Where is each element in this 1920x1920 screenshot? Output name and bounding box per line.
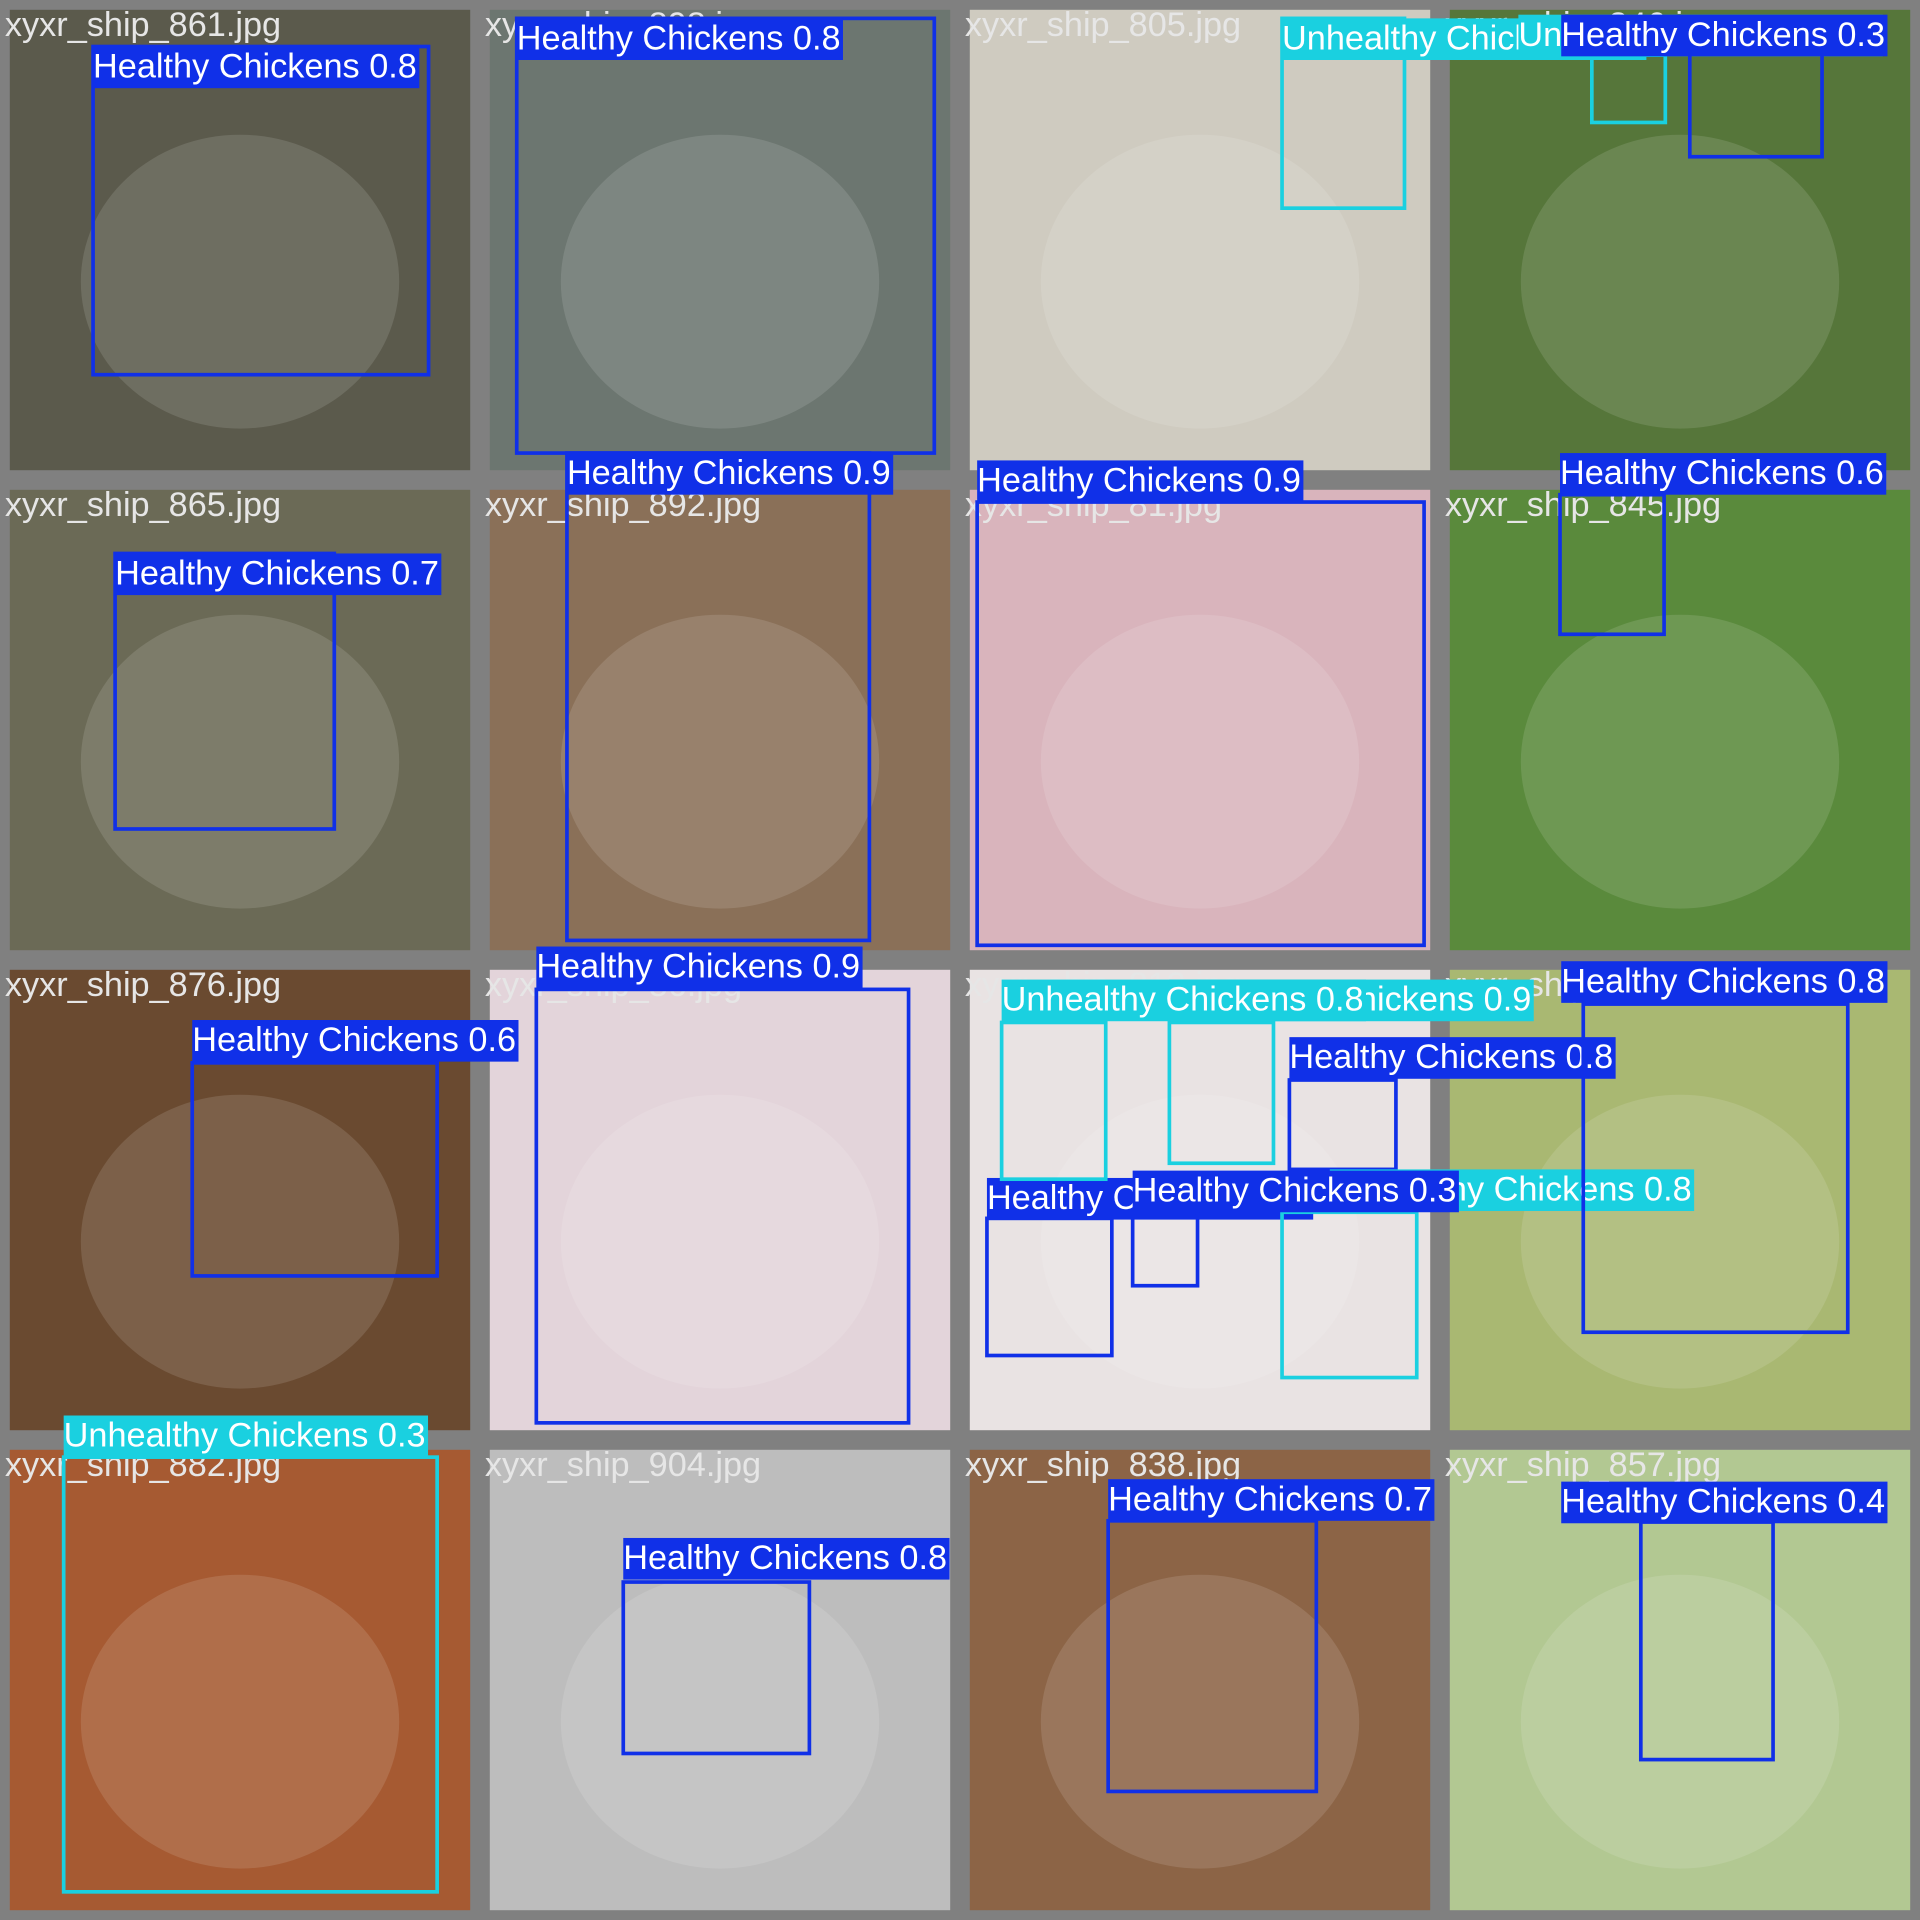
detection-label: Healthy Chickens 0.8 bbox=[623, 1537, 950, 1580]
label-background bbox=[1560, 453, 1887, 495]
label-text: Healthy Chickens 0.8 bbox=[93, 48, 417, 86]
tile-filename: xyxr_ship_865.jpg bbox=[5, 486, 281, 524]
bounding-box bbox=[999, 1020, 1108, 1182]
tile-image bbox=[1449, 9, 1911, 471]
bounding-box bbox=[621, 1580, 812, 1756]
detection-label: Healthy Chickens 0.4 bbox=[1561, 1481, 1888, 1524]
label-text: Unhealthy Chickens 0.3 bbox=[64, 1417, 426, 1455]
tile-subject bbox=[560, 1574, 880, 1869]
tile-filename: xyxr_ship_861.jpg bbox=[5, 6, 281, 44]
label-background bbox=[1561, 1481, 1888, 1524]
label-text: Healthy Chickens 0.9 bbox=[977, 462, 1301, 500]
detection-label: Unhealthy Chickens 0.3 bbox=[63, 1415, 429, 1458]
tile-subject bbox=[80, 614, 400, 909]
tile-filename: xyxr_ship_857.jpg bbox=[1445, 1446, 1721, 1484]
tile-image bbox=[1449, 1449, 1911, 1911]
tile-subject bbox=[80, 1574, 400, 1869]
label-background bbox=[63, 1415, 429, 1458]
tile-image bbox=[1449, 489, 1911, 951]
label-background bbox=[977, 460, 1304, 503]
tile-subject bbox=[80, 134, 400, 429]
label-background bbox=[516, 18, 843, 60]
tile-image bbox=[489, 969, 951, 1431]
label-background bbox=[1108, 1479, 1435, 1521]
detection-label: Healthy Chickens 0.3 bbox=[1132, 1170, 1459, 1213]
label-background bbox=[623, 1537, 950, 1580]
label-text: Healthy Chickens 0.4 bbox=[1561, 1483, 1885, 1521]
label-background bbox=[1561, 14, 1888, 57]
tile-image bbox=[969, 489, 1431, 951]
tile-subject bbox=[560, 614, 880, 909]
label-text: Healthy Chickens 0.7 bbox=[115, 555, 439, 593]
tile-image bbox=[489, 1449, 951, 1911]
tile-filename: xyxr_ship_805.jpg bbox=[965, 6, 1241, 44]
tile-subject bbox=[560, 134, 880, 429]
label-background bbox=[1561, 961, 1888, 1003]
label-background bbox=[566, 453, 894, 495]
label-background bbox=[1001, 979, 1366, 1022]
detection-label: Healthy Chickens 0.7 bbox=[1108, 1479, 1435, 1521]
detection-label: Healthy Chickens 0.9 bbox=[536, 946, 863, 989]
bounding-box bbox=[113, 551, 337, 831]
bounding-box bbox=[534, 987, 911, 1425]
detection-label: Healthy Chickens 0.8 bbox=[93, 46, 420, 89]
label-background bbox=[192, 1020, 519, 1062]
bounding-box bbox=[1287, 1078, 1398, 1172]
label-text: Healthy Chickens 0.6 bbox=[1560, 454, 1884, 492]
bounding-box bbox=[1581, 1002, 1850, 1335]
label-background bbox=[536, 946, 863, 989]
tile-subject bbox=[1040, 1094, 1360, 1389]
label-text: Unhealthy Chickens 0.8 bbox=[1002, 981, 1364, 1019]
tile-image bbox=[969, 9, 1431, 471]
detection-label: Healthy Chickens 0.6 bbox=[1560, 453, 1887, 495]
tile-subject bbox=[560, 1094, 880, 1389]
detection-label: Healthy Chickens 0.7 bbox=[115, 553, 442, 596]
detection-label: Unhealthy Chickens 0.8 bbox=[1001, 979, 1366, 1022]
label-text: Healthy Chickens 0.8 bbox=[1561, 962, 1885, 1000]
tile-filename: xyxr_ship_838.jpg bbox=[965, 1446, 1241, 1484]
detection-label: Healthy Chickens 0.3 bbox=[1561, 14, 1888, 57]
bounding-box bbox=[190, 1061, 439, 1278]
bounding-box bbox=[1167, 1020, 1276, 1166]
label-text: Healthy Chickens 0.9 bbox=[536, 948, 860, 986]
tile-filename: xyxr_ship_876.jpg bbox=[5, 966, 281, 1004]
detection-label: Healthy Chickens 0.6 bbox=[192, 1020, 519, 1062]
label-text: Healthy Chickens 0.6 bbox=[192, 1021, 516, 1059]
label-background bbox=[115, 553, 442, 596]
tile-image bbox=[9, 1449, 471, 1911]
tile-subject bbox=[1040, 614, 1360, 909]
tile-subject bbox=[1040, 1574, 1360, 1869]
label-text: Healthy Chickens 0.8 bbox=[1289, 1038, 1613, 1076]
label-text: Healthy Chickens 0.3 bbox=[1561, 16, 1885, 54]
label-text: Healthy Chickens 0.7 bbox=[1108, 1480, 1432, 1518]
tile-image bbox=[969, 1449, 1431, 1911]
label-text: Healthy Chickens 0.9 bbox=[567, 454, 891, 492]
detection-label: Healthy Chickens 0.8 bbox=[516, 18, 843, 60]
detection-label: Healthy Chickens 0.8 bbox=[1289, 1037, 1616, 1079]
label-text: Healthy Chickens 0.3 bbox=[1133, 1172, 1457, 1210]
label-background bbox=[93, 46, 420, 89]
label-background bbox=[1132, 1170, 1459, 1213]
tile-subject bbox=[1040, 134, 1360, 429]
label-text: Healthy Chickens 0.8 bbox=[623, 1539, 947, 1577]
detection-label: Healthy Chickens 0.9 bbox=[566, 453, 894, 495]
tile-image bbox=[489, 9, 951, 471]
tile-filename: xyxr_ship_904.jpg bbox=[485, 1446, 761, 1484]
tile-subject bbox=[1520, 614, 1840, 909]
tile-subject bbox=[1520, 1094, 1840, 1389]
tile-subject bbox=[80, 1094, 400, 1389]
label-text: Healthy Chickens 0.8 bbox=[517, 19, 841, 57]
tile-subject bbox=[1520, 134, 1840, 429]
detection-label: Healthy Chickens 0.8 bbox=[1561, 961, 1888, 1003]
label-background bbox=[1289, 1037, 1616, 1079]
tile-subject bbox=[1520, 1574, 1840, 1869]
detection-label: Healthy Chickens 0.9 bbox=[977, 460, 1304, 503]
